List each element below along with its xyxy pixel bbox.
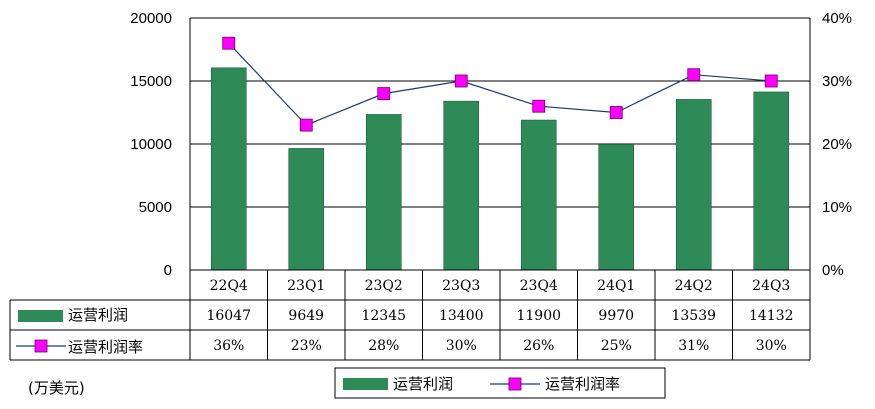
x-tick-label: 22Q4: [210, 278, 248, 294]
table-key-marker: [34, 339, 48, 353]
table-cell-profit: 16047: [206, 308, 251, 324]
table-cell-margin: 23%: [291, 338, 322, 354]
y-right-tick-label: 40%: [822, 10, 852, 27]
legend-label: 运营利润: [393, 375, 453, 393]
margin-marker: [764, 74, 778, 88]
data-table: 22Q4 16047 36% 23Q1 9649 23% 23Q2 12345 28% 23Q3 1…: [9, 270, 811, 361]
table-cell-profit: 13539: [671, 308, 716, 324]
table-cell-profit: 13400: [439, 308, 484, 324]
table-cell-margin: 25%: [601, 338, 632, 354]
bar: [443, 100, 480, 271]
y-right-tick-label: 30%: [822, 73, 852, 90]
bar: [598, 144, 635, 271]
y-right-tick-label: 0%: [822, 262, 844, 279]
table-row-label: 运营利润率: [68, 338, 143, 356]
y-left-tick-label: 15000: [130, 73, 172, 90]
x-tick-label: 24Q3: [752, 278, 790, 294]
table-cell-margin: 30%: [446, 338, 477, 354]
y-left-tick-label: 20000: [130, 10, 172, 27]
legend-label: 运营利润率: [545, 375, 620, 393]
margin-marker: [532, 99, 546, 113]
x-tick-label: 24Q2: [675, 278, 713, 294]
gridlines: [190, 17, 810, 208]
x-tick-label: 23Q2: [365, 278, 403, 294]
table-cell-profit: 12345: [361, 308, 406, 324]
bar: [753, 91, 790, 271]
margin-marker: [454, 74, 468, 88]
bar-series: [210, 67, 790, 271]
margin-marker: [377, 87, 391, 100]
legend-box: [334, 367, 666, 399]
bar: [675, 99, 712, 271]
y-right-tick-label: 20%: [822, 136, 852, 153]
x-tick-label: 24Q1: [597, 278, 635, 294]
margin-marker: [299, 118, 313, 132]
bar: [210, 67, 247, 271]
table-cell-margin: 28%: [368, 338, 399, 354]
bar: [520, 119, 557, 271]
y-right-tick-label: 10%: [822, 199, 852, 216]
line-series: [222, 36, 778, 132]
y-left-tick-label: 10000: [130, 136, 172, 153]
margin-marker: [609, 106, 623, 119]
table-cell-margin: 36%: [213, 338, 244, 354]
table-cell-profit: 9649: [288, 308, 324, 324]
table-cell-margin: 26%: [523, 338, 554, 354]
bar: [288, 148, 325, 271]
table-cell-profit: 11900: [516, 308, 561, 324]
legend: 运营利润 运营利润率: [334, 367, 666, 399]
bar: [365, 114, 402, 271]
table-cell-margin: 30%: [756, 338, 787, 354]
table-row-label: 运营利润: [68, 306, 128, 324]
x-tick-label: 23Q3: [442, 278, 480, 294]
table-cell-profit: 14132: [749, 308, 794, 324]
x-tick-label: 23Q4: [520, 278, 558, 294]
margin-marker: [687, 68, 701, 82]
y-left-tick-label: 0: [164, 262, 172, 279]
legend-swatch-bar: [343, 378, 388, 390]
margin-line: [228, 42, 772, 126]
margin-marker: [222, 36, 236, 50]
unit-label: (万美元): [28, 379, 85, 397]
table-cell-margin: 31%: [678, 338, 709, 354]
y-left-tick-label: 5000: [139, 199, 172, 216]
x-tick-label: 23Q1: [287, 278, 325, 294]
table-cell-profit: 9970: [598, 308, 634, 324]
table-key-bar: [18, 310, 63, 322]
legend-swatch-marker: [508, 377, 522, 391]
